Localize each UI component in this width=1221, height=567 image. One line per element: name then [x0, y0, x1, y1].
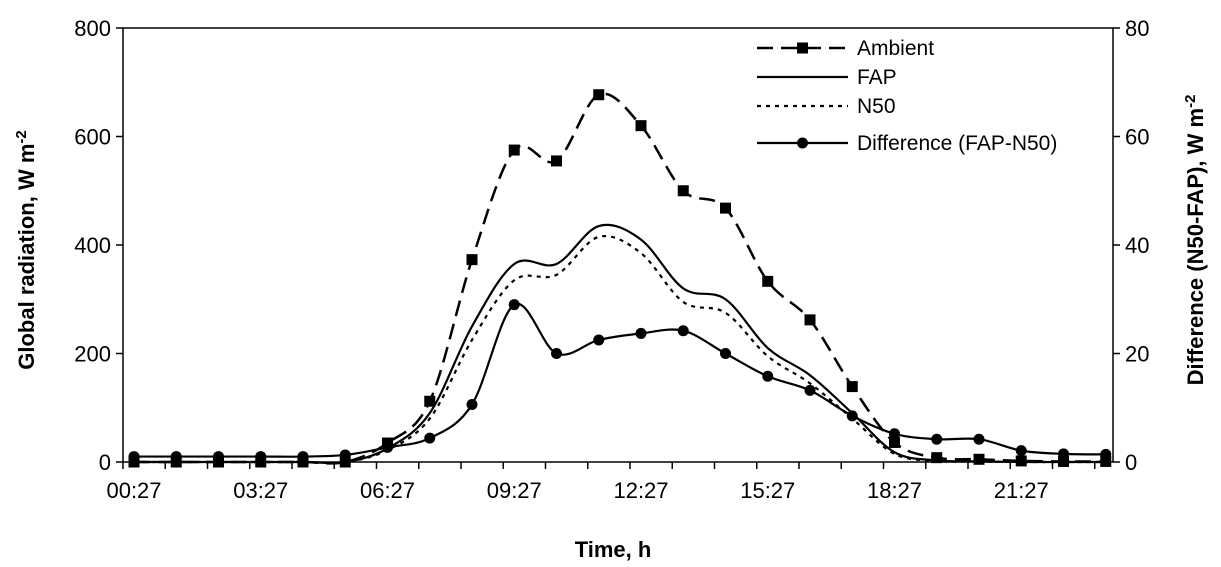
plot-frame — [122, 27, 1114, 463]
legend-label: Ambient — [857, 37, 934, 60]
data-point-circle — [677, 325, 689, 337]
series-1 — [134, 223, 1106, 465]
x-tick-label: 21:27 — [994, 478, 1049, 503]
y2-tick-label: 40 — [1125, 233, 1149, 258]
y2-axis-ticks: 0 20 40 60 80 — [1113, 16, 1149, 475]
x-tick-label: 03:27 — [233, 478, 288, 503]
legend-item: Difference (FAP-N50) — [757, 132, 1057, 155]
legend-label: N50 — [857, 95, 896, 118]
y-tick-label: 600 — [74, 125, 111, 150]
data-point-square — [720, 202, 731, 214]
data-point-circle — [508, 299, 520, 311]
data-point-circle — [466, 398, 478, 410]
data-point-square — [466, 254, 478, 266]
data-point-circle — [213, 451, 224, 463]
data-point-square — [593, 89, 605, 101]
y2-tick-label: 60 — [1125, 125, 1149, 150]
x-tick-label: 09:27 — [487, 478, 542, 503]
y2-axis-title-sup: -2 — [1182, 95, 1199, 108]
data-point-circle — [931, 433, 943, 445]
data-point-square — [762, 275, 774, 287]
y2-tick-label: 20 — [1125, 342, 1149, 367]
data-point-circle — [424, 432, 436, 444]
series-3 — [128, 299, 1112, 463]
y2-tick-label: 80 — [1125, 16, 1149, 41]
legend-item: Ambient — [757, 37, 934, 60]
data-point-circle — [1100, 448, 1112, 460]
data-point-square — [635, 120, 647, 132]
data-point-circle — [846, 410, 858, 422]
legend-item: N50 — [757, 95, 896, 118]
x-tick-label: 18:27 — [867, 478, 922, 503]
series-line — [134, 302, 1106, 458]
data-point-circle — [551, 348, 562, 359]
data-point-square — [424, 395, 436, 407]
series-2 — [134, 234, 1106, 464]
legend-marker — [797, 137, 808, 149]
data-point-circle — [339, 449, 351, 461]
y2-axis-title: Difference (N50-FAP), W m-2 — [1182, 95, 1208, 386]
legend-item: FAP — [757, 66, 897, 89]
data-point-square — [677, 185, 689, 197]
x-tick-label: 00:27 — [106, 478, 161, 503]
y-axis-title-sup: -2 — [13, 130, 30, 143]
x-axis-title: Time, h — [575, 537, 652, 562]
y2-axis-title-text: Difference (N50-FAP), W m — [1183, 108, 1208, 386]
legend-label: Difference (FAP-N50) — [857, 132, 1057, 155]
data-point-circle — [1058, 448, 1069, 460]
data-point-circle — [593, 334, 605, 346]
series-layer — [128, 89, 1112, 468]
data-point-circle — [297, 451, 309, 463]
data-point-circle — [170, 451, 182, 463]
legend: Ambient FAP N50 Difference (FAP-N50) — [757, 37, 1057, 155]
data-point-circle — [720, 348, 731, 359]
series-line — [134, 223, 1106, 465]
x-axis-ticks: 00:27 03:27 06:27 09:27 12:27 15:27 18:27 21:27 — [106, 462, 1096, 503]
x-tick-label: 06:27 — [360, 478, 415, 503]
x-tick-label: 12:27 — [613, 478, 668, 503]
data-point-circle — [1015, 445, 1027, 457]
data-point-square — [973, 453, 985, 465]
y2-tick-label: 0 — [1125, 450, 1137, 475]
data-point-square — [889, 436, 900, 448]
y-tick-label: 400 — [74, 233, 111, 258]
data-point-square — [508, 144, 520, 156]
y-axis-title: Global radiation, W m-2 — [13, 130, 39, 369]
legend-label: FAP — [857, 66, 897, 89]
data-point-circle — [255, 451, 267, 463]
data-point-square — [804, 314, 816, 326]
data-point-circle — [128, 451, 140, 463]
data-point-circle — [804, 384, 816, 396]
y-tick-label: 0 — [99, 450, 111, 475]
data-point-circle — [889, 428, 900, 440]
x-tick-label: 15:27 — [740, 478, 795, 503]
data-point-circle — [973, 433, 985, 445]
data-point-circle — [382, 441, 393, 453]
legend-marker — [797, 42, 808, 54]
data-point-square — [931, 452, 943, 464]
data-point-circle — [635, 327, 647, 339]
series-line — [134, 234, 1106, 464]
y-tick-label: 200 — [74, 342, 111, 367]
y-axis-ticks: 0 200 400 600 800 — [74, 16, 123, 475]
y-axis-title-text: Global radiation, W m — [14, 144, 39, 370]
data-point-square — [551, 155, 562, 167]
data-point-circle — [762, 370, 774, 382]
y-tick-label: 800 — [74, 16, 111, 41]
data-point-square — [846, 381, 858, 393]
